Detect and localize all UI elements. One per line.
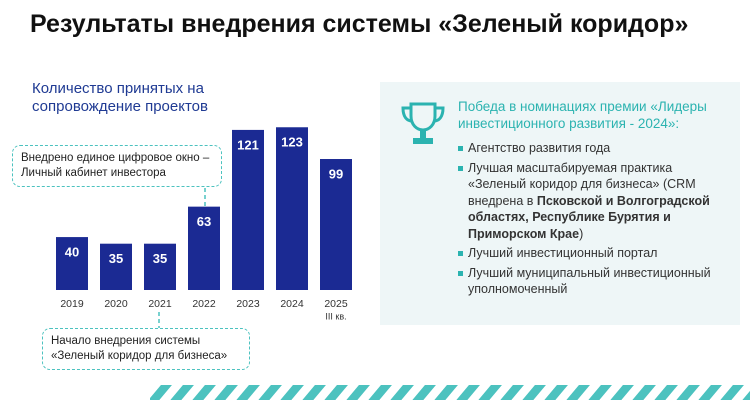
value-label: 121 [237,137,259,152]
x-tick-label: 2020 [104,298,128,310]
bar [232,129,264,290]
x-tick-label: 2019 [60,298,84,310]
bar [144,243,176,290]
award-item: Агентство развития года [458,140,726,157]
x-tick-note: III кв. [325,311,346,321]
awards-panel: Победа в номинациях премии «Лидеры инвес… [380,82,740,325]
value-label: 123 [281,135,303,150]
decor-stripes [150,385,750,400]
trophy-icon [401,102,445,144]
award-regions: Псковской и Волгоградской областях, Респ… [468,193,710,241]
x-tick-label: 2025 [324,298,348,310]
chart-subtitle: Количество принятых на сопровождение про… [32,80,208,115]
x-tick-label: 2022 [192,298,216,310]
annotation: Внедрено единое цифровое окно – Личный к… [12,145,222,187]
value-label: 63 [197,214,211,229]
awards-list: Агентство развития года Лучшая масштабир… [458,140,726,301]
bar [320,159,352,290]
value-label: 40 [65,245,79,260]
bar [276,127,308,290]
award-item: Лучший инвестиционный портал [458,245,726,262]
value-label: 35 [109,251,123,266]
x-tick-label: 2024 [280,298,304,310]
bar [188,206,220,290]
award-text: Лучшая масштабируемая практика «Зеленый … [468,160,696,208]
value-label: 99 [329,166,343,181]
bar [100,243,132,290]
annotation: Начало внедрения системы «Зеленый коридо… [42,328,250,370]
value-label: 35 [153,251,167,266]
award-item: Лучший муниципальный инвестиционный упол… [458,265,726,298]
x-tick-label: 2021 [148,298,172,310]
panel-heading: Победа в номинациях премии «Лидеры инвес… [458,99,707,131]
award-text: ) [579,226,584,241]
x-tick-label: 2023 [236,298,260,310]
bar [56,237,88,290]
page-title: Результаты внедрения системы «Зеленый ко… [30,10,689,38]
award-item: Лучшая масштабируемая практика «Зеленый … [458,160,726,243]
